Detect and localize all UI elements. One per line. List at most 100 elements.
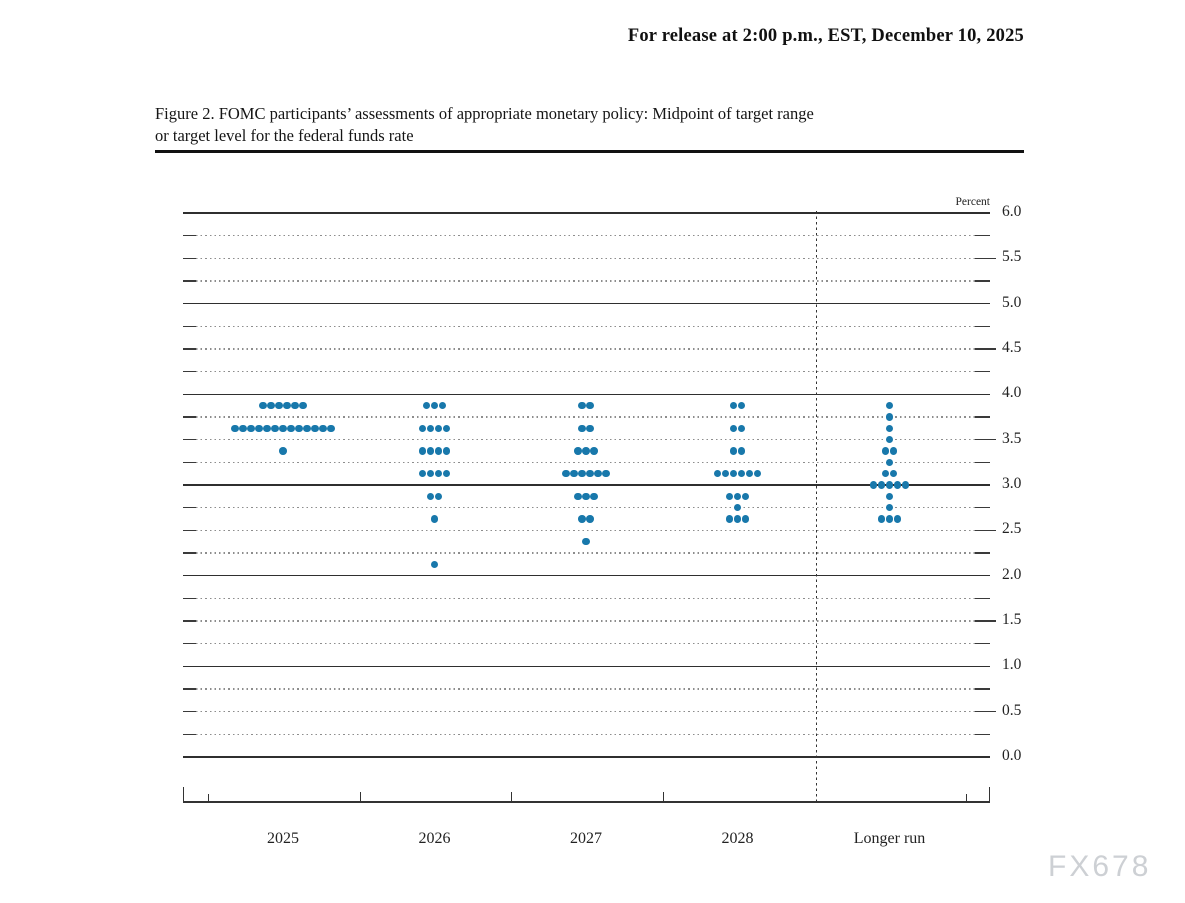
dot-Longer-run-3.75 <box>885 413 894 421</box>
gridline-right-tick-2.250 <box>975 552 990 554</box>
gridline-minor-2.250 <box>196 552 975 554</box>
column-label-2025: 2025 <box>267 830 299 847</box>
dot-2027-3.125 <box>578 469 586 478</box>
gridline-left-tick-5.750 <box>183 234 196 237</box>
dot-2026-3.875 <box>430 401 439 410</box>
gridline-right-tick-0.750 <box>975 688 990 690</box>
column-label-longer-run: Longer run <box>853 830 926 847</box>
gridline-right-tick-0.250 <box>975 733 990 736</box>
gridline-minor-5.500 <box>196 257 975 260</box>
dot-Longer-run-2.875 <box>885 492 894 501</box>
y-axis-label-0.5: 0.5 <box>1002 701 1022 719</box>
dot-Longer-run-2.625 <box>893 515 902 523</box>
dot-2026-3.625 <box>434 424 443 433</box>
dot-2026-3.375 <box>434 447 443 455</box>
gridline-minor-3.250 <box>196 461 975 464</box>
gridline-left-tick-2.500 <box>183 529 196 532</box>
gridline-left-tick-5.500 <box>183 257 196 260</box>
dot-2028-3.625 <box>737 424 746 433</box>
gridline-left-tick-0.500 <box>183 710 196 713</box>
gridline-right-tick-0.500 <box>975 710 996 713</box>
gridline-left-tick-4.750 <box>183 325 196 328</box>
gridline-left-tick-1.750 <box>183 597 196 600</box>
gridline-right-tick-2.750 <box>975 506 990 509</box>
dot-2026-3.125 <box>442 469 451 478</box>
dot-2025-3.625 <box>239 424 247 433</box>
dot-2028-3.125 <box>721 469 730 478</box>
gridline-minor-5.250 <box>196 280 975 282</box>
dot-Longer-run-3.375 <box>881 447 890 455</box>
figure-caption-line1: Figure 2. FOMC participants’ assessments… <box>155 104 814 123</box>
gridline-minor-3.500 <box>196 439 975 441</box>
dot-2027-2.875 <box>582 492 590 501</box>
dot-2025-3.625 <box>247 424 255 433</box>
dot-2028-3.625 <box>729 424 738 433</box>
dot-2028-2.875 <box>733 492 742 501</box>
y-axis-label-2.0: 2.0 <box>1002 565 1022 583</box>
gridline-right-tick-5.250 <box>975 280 990 282</box>
dot-2025-3.625 <box>255 424 263 433</box>
dot-2027-2.625 <box>586 515 594 523</box>
dot-2025-3.875 <box>283 401 291 410</box>
dot-Longer-run-3 <box>869 481 878 489</box>
gridline-major-1.00 <box>183 665 990 668</box>
dot-2027-2.875 <box>574 492 582 501</box>
y-axis-label-4.0: 4.0 <box>1002 384 1022 402</box>
watermark: FX678 <box>1048 850 1152 883</box>
figure-caption-line2: or target level for the federal funds ra… <box>155 125 414 145</box>
dot-2028-3.375 <box>737 447 746 455</box>
gridline-right-tick-5.500 <box>975 257 996 260</box>
gridline-left-tick-3.500 <box>183 438 196 441</box>
dot-2025-3.625 <box>271 424 279 433</box>
gridline-minor-4.250 <box>196 371 975 373</box>
dot-2026-3.625 <box>442 424 451 433</box>
dot-2026-3.625 <box>418 424 427 433</box>
dot-2025-3.875 <box>299 401 307 410</box>
release-line: For release at 2:00 p.m., EST, December … <box>627 26 1024 46</box>
y-axis-label-0.0: 0.0 <box>1002 747 1022 764</box>
gridline-minor-0.500 <box>196 711 975 713</box>
dot-2027-3.875 <box>578 401 586 410</box>
dot-Longer-run-2.75 <box>885 503 894 512</box>
dot-2028-3.125 <box>729 469 738 478</box>
dot-2028-2.75 <box>733 503 742 512</box>
dot-2026-3.375 <box>442 447 451 455</box>
gridline-left-tick-1.250 <box>183 642 196 645</box>
dot-2026-3.375 <box>426 447 435 455</box>
column-label-2026: 2026 <box>418 830 451 847</box>
gridline-major-2.00 <box>183 574 990 577</box>
gridline-right-tick-2.500 <box>975 529 996 532</box>
dot-2025-3.625 <box>311 424 319 433</box>
dot-2027-3.375 <box>582 447 590 455</box>
dot-2025-3.625 <box>279 424 287 433</box>
gridline-right-tick-3.500 <box>975 438 996 441</box>
x-axis-tick-4 <box>662 792 664 801</box>
dot-2026-2.875 <box>426 492 435 501</box>
gridline-minor-0.250 <box>196 733 975 736</box>
y-axis-label-2.5: 2.5 <box>1002 520 1022 538</box>
dot-2028-2.625 <box>725 515 734 523</box>
caption-rule <box>155 150 1024 153</box>
dot-Longer-run-3.25 <box>885 458 894 467</box>
dot-2025-3.875 <box>267 401 275 410</box>
gridline-left-tick-0.750 <box>183 688 196 690</box>
dot-2028-3.875 <box>729 401 738 410</box>
dot-2028-3.125 <box>737 469 746 478</box>
dot-Longer-run-3.625 <box>885 424 894 433</box>
y-axis-label-3.0: 3.0 <box>1002 475 1022 492</box>
gridline-major-4.00 <box>183 393 990 396</box>
dot-2027-3.125 <box>594 469 602 478</box>
gridline-right-tick-4.250 <box>975 370 990 373</box>
dot-2027-3.375 <box>590 447 598 455</box>
dot-2025-3.625 <box>319 424 327 433</box>
dot-2027-2.625 <box>578 515 586 523</box>
gridline-minor-1.250 <box>196 643 975 645</box>
dot-2028-3.125 <box>753 469 762 478</box>
gridline-right-tick-1.500 <box>975 620 996 622</box>
dot-2028-3.125 <box>745 469 754 478</box>
x-axis-tick-3 <box>511 792 513 801</box>
gridline-minor-4.750 <box>196 325 975 328</box>
dot-2026-3.125 <box>426 469 435 478</box>
dot-2028-3.125 <box>713 469 722 478</box>
